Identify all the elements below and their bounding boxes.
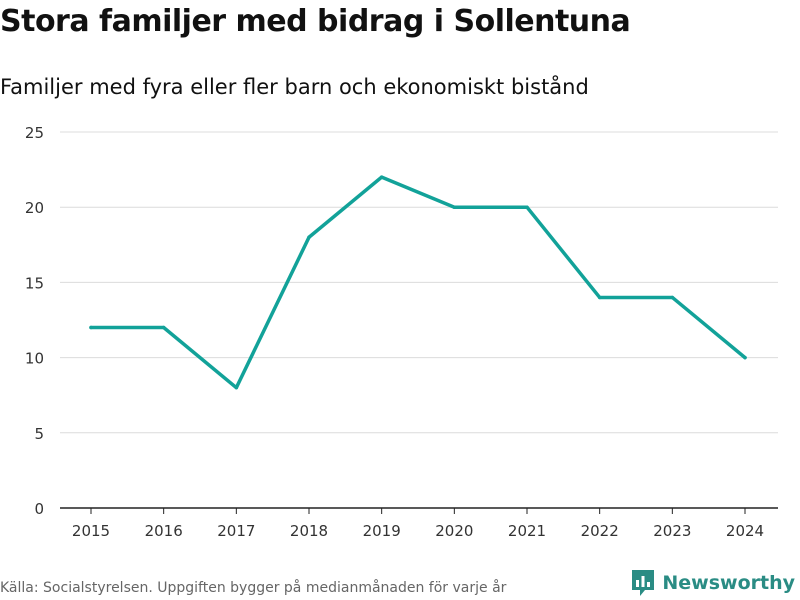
grid-lines: [60, 131, 778, 434]
series-line-0: [89, 175, 747, 390]
chart-subtitle: Familjer med fyra eller fler barn och ek…: [0, 75, 589, 99]
data-point: [525, 205, 529, 209]
y-tick-label: 10: [25, 350, 44, 368]
data-point: [234, 385, 239, 390]
brand-name: Newsworthy: [662, 572, 795, 594]
x-tick-label: 2022: [581, 522, 619, 540]
data-point: [452, 205, 457, 209]
y-tick-label: 0: [34, 500, 44, 518]
y-tick-label: 5: [34, 425, 44, 443]
y-tick-label: 25: [25, 124, 44, 142]
y-tick-label: 20: [25, 199, 44, 217]
y-axis-ticks: 0 5 10 15 20 25: [25, 124, 44, 518]
data-point: [161, 325, 166, 330]
series-layer: [89, 175, 747, 390]
x-axis: 2015 2016 2017 2018 2019 2020 2021 2022 2023 2024: [60, 507, 778, 540]
data-point: [670, 295, 675, 300]
chart-title: Stora familjer med bidrag i Sollentuna: [0, 4, 631, 39]
data-point: [379, 175, 384, 179]
x-tick-label: 2015: [72, 522, 110, 540]
data-point: [307, 235, 311, 240]
y-tick-label: 15: [25, 274, 44, 292]
x-tick-label: 2023: [653, 522, 691, 540]
x-tick-label: 2017: [217, 522, 255, 540]
newsworthy-logo-icon: [632, 570, 655, 596]
x-tick-label: 2021: [508, 522, 546, 540]
x-tick-label: 2016: [145, 522, 183, 540]
data-point: [597, 295, 602, 300]
source-note: Källa: Socialstyrelsen. Uppgiften bygger…: [0, 580, 507, 596]
x-tick-label: 2020: [435, 522, 473, 540]
brand-logo: Newsworthy: [630, 568, 795, 598]
data-point: [89, 325, 93, 330]
data-point: [743, 355, 747, 360]
x-tick-label: 2024: [726, 522, 764, 540]
x-tick-label: 2018: [290, 522, 328, 540]
x-tick-label: 2019: [363, 522, 401, 540]
